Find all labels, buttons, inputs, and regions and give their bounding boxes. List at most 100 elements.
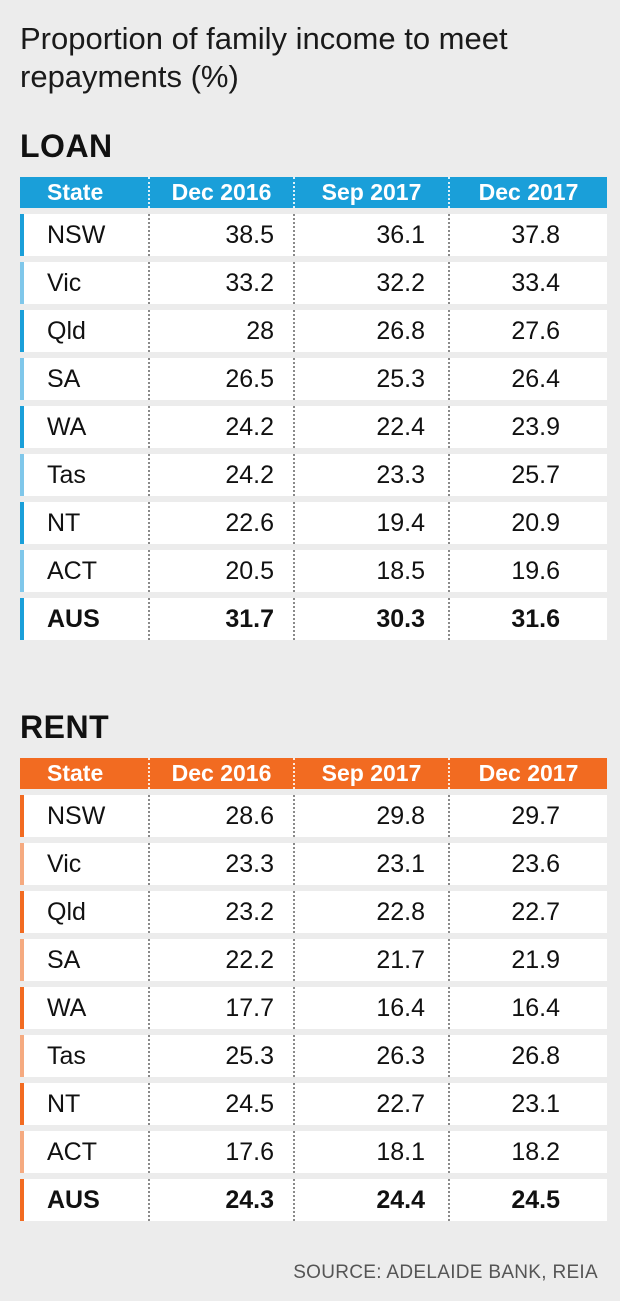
rent-value-cell: 23.3: [148, 843, 293, 885]
rent-column-header: Sep 2017: [293, 758, 448, 789]
loan-row-accent-bar: [20, 502, 24, 544]
source-note: SOURCE: ADELAIDE BANK, REIA: [293, 1262, 598, 1283]
rent-value-cell: 21.9: [448, 939, 607, 981]
rent-value-cell: 23.6: [448, 843, 607, 885]
rent-row-accent-bar: [20, 1131, 24, 1173]
loan-table-row: WA 24.2 22.4 23.9: [20, 406, 607, 448]
loan-row-accent-bar: [20, 358, 24, 400]
rent-state-cell: SA: [47, 945, 81, 974]
loan-state-cell: SA: [47, 364, 81, 393]
loan-value-cell: 32.2: [293, 262, 448, 304]
chart-title: Proportion of family income to meet repa…: [20, 21, 508, 94]
rent-value-cell: 23.1: [293, 843, 448, 885]
loan-value-cell: 22.6: [148, 502, 293, 544]
loan-table-row: ACT 20.5 18.5 19.6: [20, 550, 607, 592]
loan-state-cell: Vic: [47, 268, 82, 297]
rent-state-cell: Tas: [47, 1041, 86, 1070]
rent-value-cell: 24.3: [148, 1179, 293, 1221]
rent-value-cell: 17.7: [148, 987, 293, 1029]
rent-value-cell: 22.2: [148, 939, 293, 981]
loan-value-cell: 31.7: [148, 598, 293, 640]
loan-value-cell: 31.6: [448, 598, 607, 640]
loan-value-cell: 28: [148, 310, 293, 352]
loan-row-accent-bar: [20, 310, 24, 352]
loan-value-cell: 19.6: [448, 550, 607, 592]
loan-table-row: AUS 31.7 30.3 31.6: [20, 598, 607, 640]
rent-value-cell: 22.8: [293, 891, 448, 933]
rent-column-header: Dec 2017: [448, 758, 607, 789]
loan-state-cell: Qld: [47, 316, 86, 345]
loan-state-cell: NT: [47, 508, 81, 537]
loan-table-row: SA 26.5 25.3 26.4: [20, 358, 607, 400]
loan-value-cell: 23.9: [448, 406, 607, 448]
rent-state-cell: WA: [47, 993, 87, 1022]
rent-value-cell: 24.4: [293, 1179, 448, 1221]
loan-state-cell: AUS: [47, 604, 100, 633]
rent-value-cell: 24.5: [148, 1083, 293, 1125]
rent-table-row: Vic 23.3 23.1 23.6: [20, 843, 607, 885]
rent-value-cell: 16.4: [448, 987, 607, 1029]
loan-value-cell: 22.4: [293, 406, 448, 448]
rent-value-cell: 23.2: [148, 891, 293, 933]
loan-value-cell: 36.1: [293, 214, 448, 256]
rent-table-row: NSW 28.6 29.8 29.7: [20, 795, 607, 837]
rent-table-row: Tas 25.3 26.3 26.8: [20, 1035, 607, 1077]
loan-value-cell: 33.4: [448, 262, 607, 304]
rent-row-accent-bar: [20, 891, 24, 933]
loan-value-cell: 24.2: [148, 454, 293, 496]
rent-table-row: NT 24.5 22.7 23.1: [20, 1083, 607, 1125]
rent-value-cell: 29.8: [293, 795, 448, 837]
rent-header-row: State Dec 2016 Sep 2017 Dec 2017: [20, 758, 607, 789]
loan-value-cell: 33.2: [148, 262, 293, 304]
loan-column-header: Sep 2017: [293, 177, 448, 208]
loan-value-cell: 25.7: [448, 454, 607, 496]
rent-row-accent-bar: [20, 795, 24, 837]
loan-value-cell: 27.6: [448, 310, 607, 352]
rent-value-cell: 28.6: [148, 795, 293, 837]
loan-table-row: Qld 28 26.8 27.6: [20, 310, 607, 352]
loan-row-accent-bar: [20, 214, 24, 256]
rent-column-header: Dec 2016: [148, 758, 293, 789]
loan-header-row: State Dec 2016 Sep 2017 Dec 2017: [20, 177, 607, 208]
loan-value-cell: 20.5: [148, 550, 293, 592]
rent-table-row: Qld 23.2 22.8 22.7: [20, 891, 607, 933]
loan-table-row: Vic 33.2 32.2 33.4: [20, 262, 607, 304]
loan-value-cell: 30.3: [293, 598, 448, 640]
loan-column-header: Dec 2017: [448, 177, 607, 208]
loan-state-cell: WA: [47, 412, 87, 441]
rent-table-row: SA 22.2 21.7 21.9: [20, 939, 607, 981]
rent-row-accent-bar: [20, 1035, 24, 1077]
loan-value-cell: 24.2: [148, 406, 293, 448]
rent-value-cell: 29.7: [448, 795, 607, 837]
loan-row-accent-bar: [20, 262, 24, 304]
loan-table-row: Tas 24.2 23.3 25.7: [20, 454, 607, 496]
rent-value-cell: 24.5: [448, 1179, 607, 1221]
loan-row-accent-bar: [20, 550, 24, 592]
loan-table: State Dec 2016 Sep 2017 Dec 2017 NSW 38.5 36.1…: [20, 177, 607, 640]
loan-column-header: State: [47, 179, 104, 205]
rent-value-cell: 22.7: [293, 1083, 448, 1125]
loan-table-row: NSW 38.5 36.1 37.8: [20, 214, 607, 256]
rent-value-cell: 18.1: [293, 1131, 448, 1173]
loan-heading: LOAN: [20, 128, 113, 164]
loan-value-cell: 20.9: [448, 502, 607, 544]
loan-value-cell: 26.8: [293, 310, 448, 352]
rent-row-accent-bar: [20, 1179, 24, 1221]
loan-value-cell: 25.3: [293, 358, 448, 400]
rent-value-cell: 21.7: [293, 939, 448, 981]
rent-column-header: State: [47, 760, 104, 786]
rent-state-cell: NT: [47, 1089, 81, 1118]
loan-column-header: Dec 2016: [148, 177, 293, 208]
rent-state-cell: Qld: [47, 897, 86, 926]
loan-value-cell: 26.4: [448, 358, 607, 400]
rent-value-cell: 18.2: [448, 1131, 607, 1173]
rent-table-row: ACT 17.6 18.1 18.2: [20, 1131, 607, 1173]
rent-value-cell: 26.3: [293, 1035, 448, 1077]
loan-value-cell: 38.5: [148, 214, 293, 256]
rent-value-cell: 16.4: [293, 987, 448, 1029]
rent-state-cell: NSW: [47, 801, 106, 830]
loan-state-cell: NSW: [47, 220, 106, 249]
loan-state-cell: Tas: [47, 460, 86, 489]
loan-value-cell: 23.3: [293, 454, 448, 496]
rent-table: State Dec 2016 Sep 2017 Dec 2017 NSW 28.6 29.8…: [20, 758, 607, 1221]
